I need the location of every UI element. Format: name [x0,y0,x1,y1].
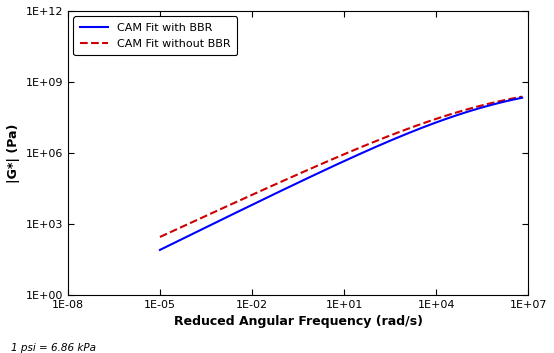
CAM Fit with BBR [387,138,394,143]
Y-axis label: |G*| (Pa): |G*| (Pa) [7,123,20,183]
CAM Fit with BBR [469,108,475,113]
CAM Fit without BBR [432,117,438,121]
CAM Fit with BBR [432,121,438,125]
Legend: CAM Fit with BBR, CAM Fit without BBR: CAM Fit with BBR, CAM Fit without BBR [74,17,237,55]
Line: CAM Fit without BBR: CAM Fit without BBR [160,97,522,237]
CAM Fit without BBR [157,235,163,239]
CAM Fit without BBR [387,133,394,137]
X-axis label: Reduced Angular Frequency (rad/s): Reduced Angular Frequency (rad/s) [173,316,423,328]
CAM Fit without BBR [367,141,373,145]
CAM Fit without BBR [179,225,186,229]
Line: CAM Fit with BBR: CAM Fit with BBR [160,98,522,250]
CAM Fit with BBR [179,237,186,241]
CAM Fit with BBR [519,96,526,100]
CAM Fit without BBR [469,106,475,110]
CAM Fit without BBR [519,95,526,99]
CAM Fit with BBR [367,147,373,151]
Text: 1 psi = 6.86 kPa: 1 psi = 6.86 kPa [11,343,96,353]
CAM Fit without BBR [377,137,383,142]
CAM Fit with BBR [377,143,383,147]
CAM Fit with BBR [157,248,163,252]
